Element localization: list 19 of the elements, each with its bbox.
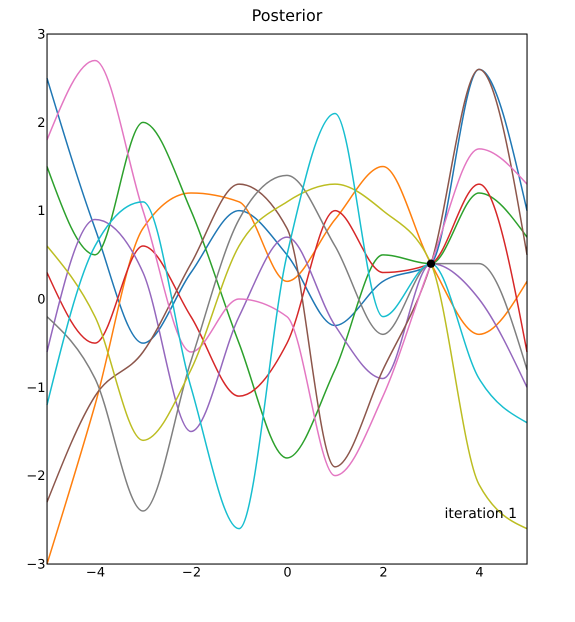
chart-title: Posterior: [252, 6, 323, 25]
x-tick-label: −4: [86, 566, 106, 580]
x-tick-label: 4: [475, 566, 484, 580]
line-series: [46, 122, 528, 459]
line-series: [46, 218, 528, 432]
y-tick-label: 0: [37, 292, 46, 308]
x-tick-label: −2: [182, 566, 202, 580]
line-series: [46, 183, 528, 397]
annotation: iteration 1: [444, 506, 517, 522]
y-tick-label: −3: [26, 558, 46, 572]
line-series: [46, 68, 528, 344]
y-tick-label: 2: [37, 116, 46, 131]
y-tick-label: −1: [26, 380, 46, 396]
line-series: [46, 112, 528, 530]
y-tick-label: −2: [26, 469, 46, 484]
y-tick-label: 3: [37, 28, 46, 42]
x-tick-label: 0: [283, 566, 292, 580]
x-tick-label: 2: [379, 566, 388, 580]
y-tick-label: 1: [37, 204, 46, 220]
